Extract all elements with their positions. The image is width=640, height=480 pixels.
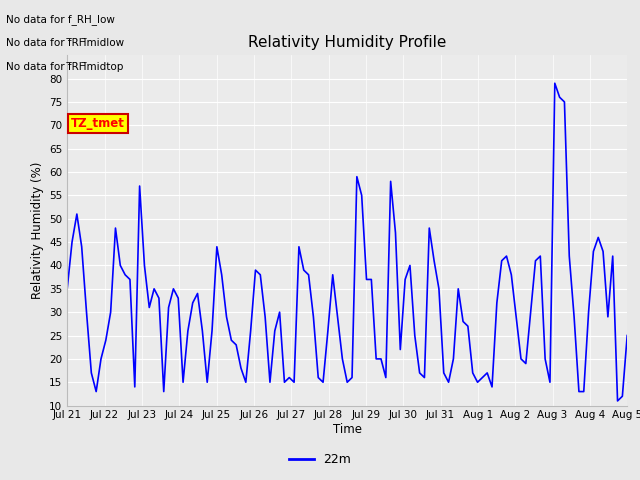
Text: TZ_tmet: TZ_tmet [72, 118, 125, 131]
Text: No data for f̅RH̅midlow: No data for f̅RH̅midlow [6, 38, 125, 48]
X-axis label: Time: Time [333, 423, 362, 436]
Y-axis label: Relativity Humidity (%): Relativity Humidity (%) [31, 162, 44, 299]
Text: No data for f̅RH̅midtop: No data for f̅RH̅midtop [6, 62, 124, 72]
Legend: 22m: 22m [284, 448, 356, 471]
Title: Relativity Humidity Profile: Relativity Humidity Profile [248, 35, 446, 50]
Text: No data for f_RH_low: No data for f_RH_low [6, 14, 115, 25]
